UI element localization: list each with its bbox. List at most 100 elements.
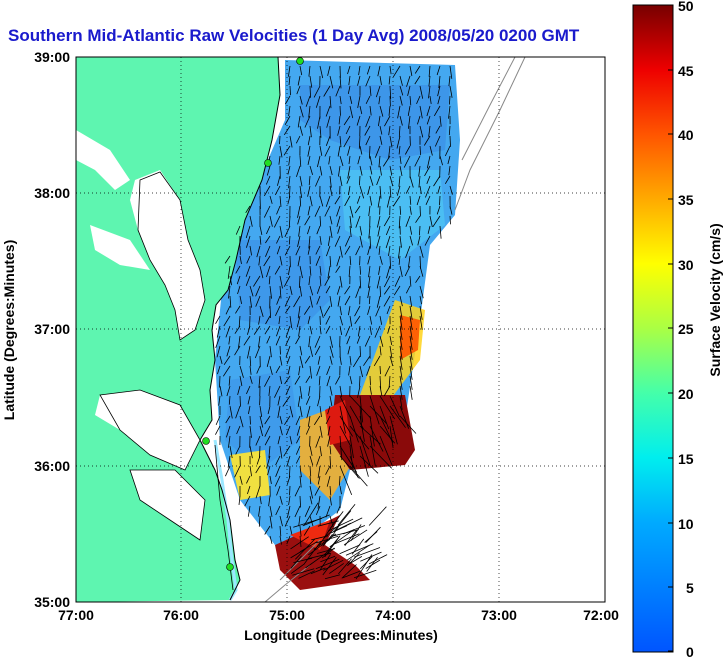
current-vector xyxy=(319,235,322,245)
current-vector xyxy=(225,415,231,424)
current-vector xyxy=(419,85,424,99)
current-vector xyxy=(367,245,371,256)
current-vector xyxy=(349,225,352,238)
current-vector xyxy=(378,265,381,275)
current-vector xyxy=(369,145,371,159)
current-vector xyxy=(299,275,301,288)
current-vector xyxy=(419,265,424,277)
current-vector xyxy=(364,125,371,136)
current-vector xyxy=(305,395,311,405)
current-vector xyxy=(355,245,361,256)
current-vector xyxy=(237,385,241,396)
current-vector xyxy=(255,285,261,297)
current-vector xyxy=(335,265,341,273)
current-vector xyxy=(277,395,281,406)
current-vector xyxy=(324,205,331,217)
current-vector xyxy=(329,385,333,396)
current-vector xyxy=(249,365,252,375)
current-vector xyxy=(399,85,404,96)
current-vector xyxy=(379,345,382,356)
current-vector xyxy=(429,145,433,156)
current-vector xyxy=(418,165,421,177)
current-vector xyxy=(289,315,293,329)
current-vector xyxy=(329,295,333,307)
current-vector xyxy=(378,245,381,255)
current-vector xyxy=(347,544,370,561)
current-vector xyxy=(249,415,251,425)
current-vector xyxy=(269,505,273,517)
current-vector xyxy=(349,215,352,228)
y-tick-label: 36:00 xyxy=(34,458,70,474)
current-vector xyxy=(289,435,293,445)
current-vector xyxy=(379,335,384,347)
station-marker xyxy=(296,57,304,65)
current-vector xyxy=(283,445,291,457)
current-vector xyxy=(247,325,251,335)
current-vector xyxy=(377,65,381,77)
current-vector xyxy=(378,115,381,127)
current-vector xyxy=(339,95,342,105)
current-vector xyxy=(319,554,331,570)
current-vector xyxy=(303,305,311,315)
current-vector xyxy=(379,285,382,297)
current-vector xyxy=(298,325,301,337)
current-vector xyxy=(269,345,272,358)
current-vector xyxy=(334,235,341,247)
current-vector xyxy=(307,145,311,157)
current-vector xyxy=(279,345,281,355)
current-vector xyxy=(367,275,371,289)
current-vector xyxy=(399,295,403,307)
current-vector xyxy=(275,365,281,374)
current-vector xyxy=(239,415,244,428)
current-vector xyxy=(326,475,331,487)
current-vector xyxy=(246,475,251,484)
current-vector xyxy=(239,255,242,264)
current-vector xyxy=(299,265,303,279)
current-vector xyxy=(277,435,281,445)
current-vector xyxy=(409,365,413,380)
current-vector xyxy=(379,385,383,396)
current-vector xyxy=(389,415,398,445)
current-vector xyxy=(389,345,393,359)
current-vector xyxy=(249,295,252,308)
colorbar: 50 45 40 35 30 25 20 15 10 5 0 Surface V… xyxy=(632,0,723,659)
current-vector xyxy=(307,155,311,165)
current-vector xyxy=(382,155,391,167)
current-vector xyxy=(329,185,333,197)
current-vector xyxy=(419,295,422,305)
current-vector xyxy=(347,165,351,179)
current-vector xyxy=(389,185,392,198)
current-vector xyxy=(369,435,376,467)
current-vector xyxy=(369,195,373,206)
current-vector xyxy=(289,185,291,198)
current-vector xyxy=(329,529,355,548)
colorbar-tick: 40 xyxy=(678,127,694,143)
current-vector xyxy=(383,385,391,397)
current-vector xyxy=(284,245,291,256)
current-vectors xyxy=(215,65,453,580)
current-vector xyxy=(266,355,271,367)
current-vector xyxy=(255,465,261,474)
current-vector xyxy=(396,185,401,196)
current-vector xyxy=(359,145,363,155)
current-vector xyxy=(438,75,441,89)
current-vector xyxy=(279,445,283,459)
current-vector xyxy=(379,255,383,265)
current-vector xyxy=(316,365,321,376)
current-vector xyxy=(297,395,301,407)
current-vector xyxy=(409,65,413,77)
current-vector xyxy=(299,465,302,478)
current-vector xyxy=(299,525,302,537)
current-vector xyxy=(339,455,360,479)
current-vector xyxy=(369,315,373,325)
current-vector xyxy=(215,335,221,349)
current-vector xyxy=(268,495,271,507)
current-vector xyxy=(359,365,363,378)
current-vector xyxy=(285,95,291,105)
current-vector xyxy=(344,285,351,295)
current-vector xyxy=(259,425,263,437)
current-vector xyxy=(263,205,271,218)
current-vector xyxy=(285,385,291,396)
current-vector xyxy=(365,75,371,87)
current-vector xyxy=(327,435,331,447)
